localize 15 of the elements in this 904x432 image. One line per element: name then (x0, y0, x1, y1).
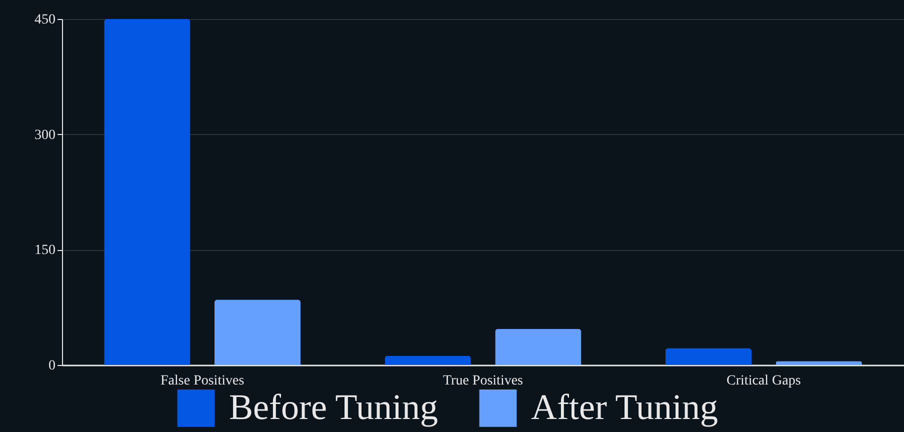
legend-label: Before Tuning (229, 387, 438, 428)
y-tick-label: 300 (34, 128, 56, 143)
bar (214, 300, 301, 365)
y-tick-label: 450 (34, 12, 56, 28)
bar (104, 19, 190, 365)
x-tick-label: False Positives (160, 374, 244, 388)
bar (384, 356, 471, 365)
bar (495, 328, 582, 365)
x-tick-label: True Positives (442, 374, 524, 388)
bar (776, 361, 862, 365)
x-tick-label: Critical Gaps (726, 374, 801, 388)
legend-label: After Tuning (531, 387, 718, 428)
y-tick-label: 150 (34, 243, 56, 258)
y-tick-label: 0 (48, 358, 56, 374)
bar (665, 348, 752, 365)
